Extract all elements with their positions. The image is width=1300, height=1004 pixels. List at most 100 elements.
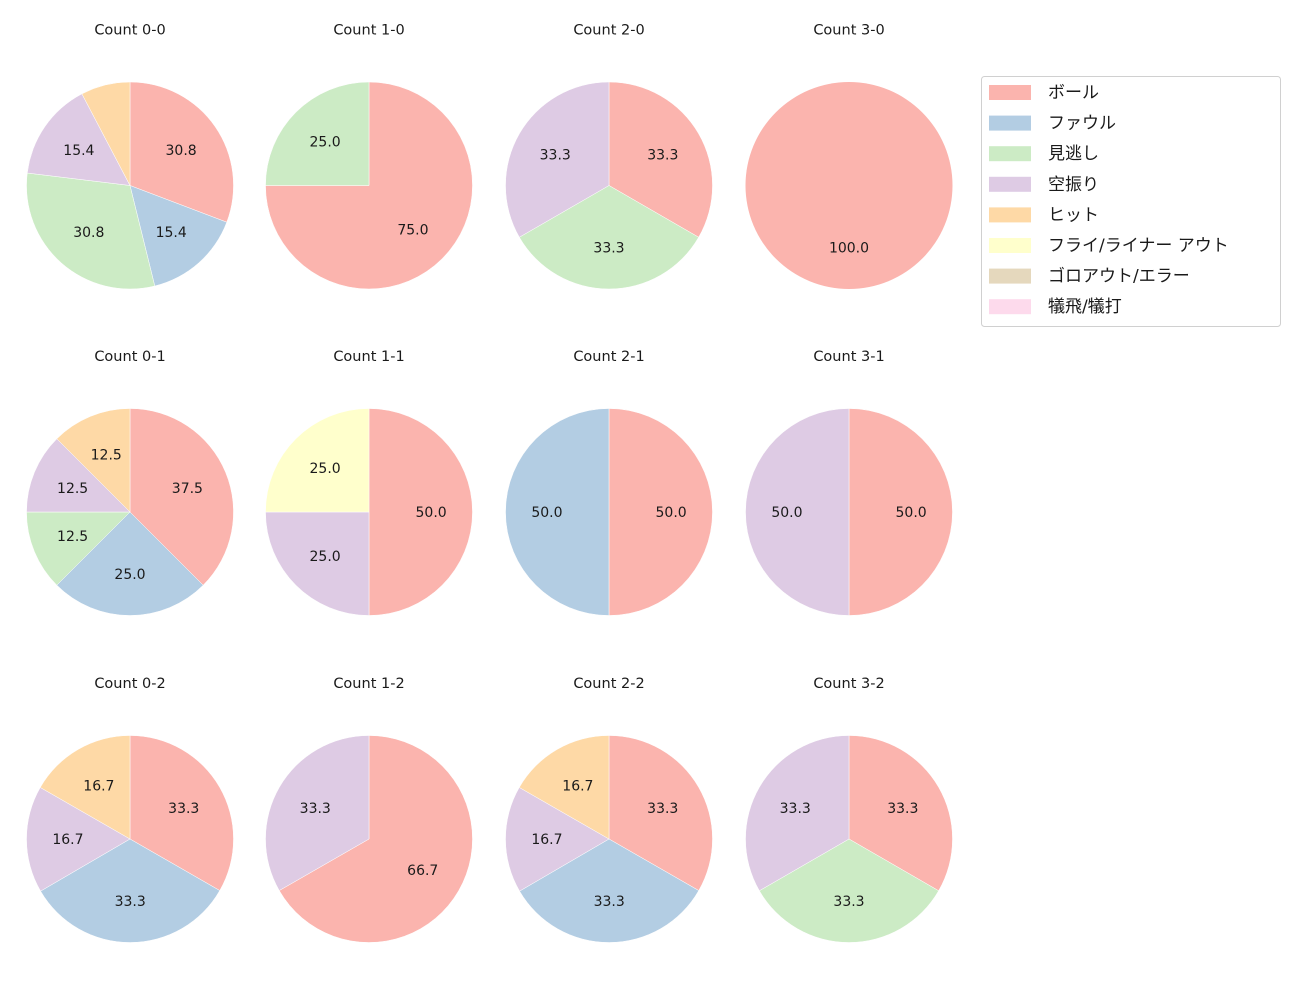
pie-slice: [56, 511, 204, 616]
legend-item: ヒット: [989, 205, 1099, 225]
slice-label: 75.0: [397, 222, 428, 238]
slice-label: 25.0: [114, 567, 145, 583]
legend-label: フライ/ライナー アウト: [1048, 236, 1229, 256]
pie-slice: [56, 408, 131, 513]
slice-label: 16.7: [531, 832, 562, 848]
legend-label: ファウル: [1048, 114, 1116, 134]
legend-label: ボール: [1048, 83, 1099, 103]
pie-slice: [608, 81, 713, 238]
legend-swatch: [989, 268, 1031, 284]
legend-label: 空振り: [1048, 175, 1099, 195]
slice-label: 25.0: [310, 549, 341, 565]
slice-label: 15.4: [156, 225, 187, 241]
pie-slice: [265, 735, 370, 891]
slice-label: 50.0: [896, 505, 927, 521]
slice-label: 16.7: [83, 778, 114, 794]
slice-label: 50.0: [416, 505, 447, 521]
pie-count-3-2: Count 3-2 33.3 33.3 33.3: [745, 676, 953, 943]
pie-title: Count 3-0: [813, 23, 884, 39]
slice-label: 33.3: [833, 894, 864, 910]
pie-slice: [518, 735, 610, 840]
pie-title: Count 0-2: [94, 676, 165, 692]
pie-count-1-2: Count 1-2 66.7 33.3: [265, 676, 473, 943]
legend-item: 犠飛/犠打: [989, 297, 1122, 317]
pie-slice: [26, 438, 131, 513]
slice-label: 33.3: [300, 801, 331, 817]
pie-title: Count 0-0: [94, 23, 165, 39]
slice-label: 50.0: [656, 505, 687, 521]
legend-swatch: [989, 207, 1031, 223]
legend-swatch: [989, 299, 1031, 315]
pie-slice: [26, 172, 156, 290]
slice-label: 33.3: [594, 894, 625, 910]
slice-label: 15.4: [63, 143, 94, 159]
pie-slice: [745, 82, 953, 289]
slice-label: 66.7: [407, 863, 438, 879]
pie-count-0-2: Count 0-2 33.3 33.3 16.7 16.7: [26, 676, 234, 943]
pie-slice: [505, 408, 610, 616]
legend-item: フライ/ライナー アウト: [989, 236, 1229, 256]
pie-slice: [608, 735, 713, 891]
legend-frame: [981, 76, 1281, 327]
pie-slice: [368, 408, 473, 616]
slice-label: 50.0: [531, 505, 562, 521]
pie-count-2-1: Count 2-1 50.0 50.0: [505, 349, 713, 616]
pie-slice: [26, 787, 131, 892]
slice-label: 33.3: [593, 241, 624, 257]
pie-slice: [608, 408, 713, 616]
pie-slice: [129, 408, 234, 586]
pie-slice: [265, 81, 473, 290]
pie-slice: [40, 838, 221, 943]
pie-count-0-0: Count 0-0 30.8 15.4 30.8 15.4: [26, 23, 234, 290]
slice-label: 16.7: [52, 832, 83, 848]
pie-slice: [505, 787, 610, 892]
legend-swatch: [989, 85, 1031, 100]
pie-count-3-1: Count 3-1 50.0 50.0: [745, 349, 953, 616]
legend-swatch: [989, 238, 1031, 253]
legend-swatch: [989, 176, 1031, 192]
slice-label: 25.0: [310, 461, 341, 477]
pie-slice: [848, 735, 953, 892]
slice-label: 30.8: [166, 143, 197, 159]
pie-title: Count 3-2: [813, 676, 884, 692]
pie-title: Count 2-2: [573, 676, 644, 692]
legend-label: 犠飛/犠打: [1048, 297, 1122, 317]
pie-title: Count 2-1: [573, 349, 644, 365]
pie-slice: [745, 735, 850, 892]
slice-label: 100.0: [829, 241, 869, 257]
slice-label: 33.3: [540, 147, 571, 163]
legend-item: 見逃し: [989, 144, 1099, 164]
pie-title: Count 1-2: [333, 676, 404, 692]
slice-label: 33.3: [887, 801, 918, 817]
pie-slice: [129, 185, 228, 287]
pie-slice: [265, 81, 370, 186]
pie-slice: [129, 735, 234, 891]
pie-count-0-1: Count 0-1 37.5 25.0 12.5 12.5 12.5: [26, 349, 234, 616]
pie-slice: [265, 511, 370, 616]
pie-slice: [26, 511, 131, 586]
slice-label: 33.3: [647, 801, 678, 817]
pie-slice: [278, 735, 473, 943]
pie-slice: [745, 408, 850, 616]
pie-slice: [129, 81, 234, 223]
slice-label: 33.3: [780, 801, 811, 817]
pie-count-1-1: Count 1-1 50.0 25.0 25.0: [265, 349, 473, 616]
legend-item: 空振り: [989, 175, 1099, 195]
pie-count-2-2: Count 2-2 33.3 33.3 16.7 16.7: [505, 676, 713, 943]
pie-slice: [519, 838, 700, 943]
pie-count-3-0: Count 3-0 100.0: [745, 23, 953, 289]
slice-label: 12.5: [57, 481, 88, 497]
pie-slice: [81, 81, 131, 186]
legend-label: 見逃し: [1048, 144, 1099, 164]
legend-swatch: [989, 115, 1031, 131]
legend-label: ヒット: [1048, 205, 1099, 225]
pie-slice: [265, 408, 370, 513]
slice-label: 12.5: [57, 529, 88, 545]
slice-label: 50.0: [771, 505, 802, 521]
pie-title: Count 1-0: [333, 23, 404, 39]
slice-label: 33.3: [115, 894, 146, 910]
pie-slice: [848, 408, 953, 616]
pie-title: Count 0-1: [94, 349, 165, 365]
